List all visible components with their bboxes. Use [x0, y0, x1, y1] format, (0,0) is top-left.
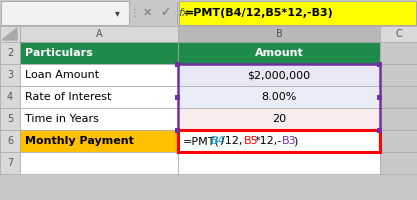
Bar: [377, 128, 382, 132]
FancyBboxPatch shape: [178, 64, 380, 86]
Text: =PMT(B4/12,B5*12,-B3): =PMT(B4/12,B5*12,-B3): [185, 8, 334, 18]
Text: 4: 4: [7, 92, 13, 102]
FancyBboxPatch shape: [20, 64, 178, 86]
Text: ⋮: ⋮: [130, 8, 140, 18]
Text: 3: 3: [7, 70, 13, 80]
FancyBboxPatch shape: [380, 26, 417, 42]
FancyBboxPatch shape: [20, 108, 178, 130]
Text: ): ): [293, 136, 297, 146]
Text: Rate of Interest: Rate of Interest: [25, 92, 111, 102]
FancyBboxPatch shape: [0, 86, 20, 108]
FancyBboxPatch shape: [0, 152, 20, 174]
FancyBboxPatch shape: [0, 26, 20, 42]
FancyBboxPatch shape: [20, 130, 178, 152]
Text: A: A: [95, 29, 102, 39]
FancyBboxPatch shape: [380, 152, 417, 174]
Bar: [178, 130, 380, 152]
FancyBboxPatch shape: [0, 108, 20, 130]
Text: *12,-: *12,-: [254, 136, 282, 146]
FancyBboxPatch shape: [0, 42, 20, 64]
Text: C: C: [395, 29, 402, 39]
FancyBboxPatch shape: [178, 26, 380, 42]
FancyBboxPatch shape: [1, 1, 129, 25]
FancyBboxPatch shape: [20, 42, 178, 64]
Text: 20: 20: [272, 114, 286, 124]
Text: B4: B4: [211, 136, 225, 146]
Text: ▾: ▾: [115, 8, 119, 18]
FancyBboxPatch shape: [0, 130, 20, 152]
Text: 2: 2: [7, 48, 13, 58]
Polygon shape: [2, 28, 17, 40]
FancyBboxPatch shape: [380, 86, 417, 108]
FancyBboxPatch shape: [178, 86, 380, 108]
FancyBboxPatch shape: [20, 86, 178, 108]
Bar: [176, 62, 181, 66]
Bar: [377, 62, 382, 66]
FancyBboxPatch shape: [178, 130, 380, 152]
Text: ✕: ✕: [142, 8, 152, 18]
Bar: [178, 64, 380, 130]
Text: 5: 5: [7, 114, 13, 124]
FancyBboxPatch shape: [178, 42, 380, 64]
Text: ✓: ✓: [160, 6, 170, 20]
Bar: [176, 128, 181, 132]
Text: /12,: /12,: [221, 136, 243, 146]
Bar: [377, 95, 382, 99]
FancyBboxPatch shape: [380, 108, 417, 130]
Text: 7: 7: [7, 158, 13, 168]
FancyBboxPatch shape: [178, 152, 380, 174]
Text: $2,000,000: $2,000,000: [247, 70, 311, 80]
FancyBboxPatch shape: [20, 152, 178, 174]
Text: fx: fx: [179, 8, 189, 18]
Text: 8.00%: 8.00%: [261, 92, 296, 102]
Text: Particulars: Particulars: [25, 48, 93, 58]
Text: Amount: Amount: [255, 48, 304, 58]
FancyBboxPatch shape: [380, 42, 417, 64]
FancyBboxPatch shape: [0, 64, 20, 86]
Text: Loan Amount: Loan Amount: [25, 70, 99, 80]
FancyBboxPatch shape: [178, 108, 380, 130]
FancyBboxPatch shape: [380, 64, 417, 86]
FancyBboxPatch shape: [380, 130, 417, 152]
Text: =PMT(: =PMT(: [183, 136, 220, 146]
Text: Time in Years: Time in Years: [25, 114, 99, 124]
Text: B5: B5: [244, 136, 258, 146]
FancyBboxPatch shape: [179, 1, 416, 25]
Text: B: B: [276, 29, 282, 39]
Text: 6: 6: [7, 136, 13, 146]
FancyBboxPatch shape: [20, 26, 178, 42]
Text: B3: B3: [282, 136, 296, 146]
Bar: [176, 95, 181, 99]
Text: Monthly Payment: Monthly Payment: [25, 136, 134, 146]
